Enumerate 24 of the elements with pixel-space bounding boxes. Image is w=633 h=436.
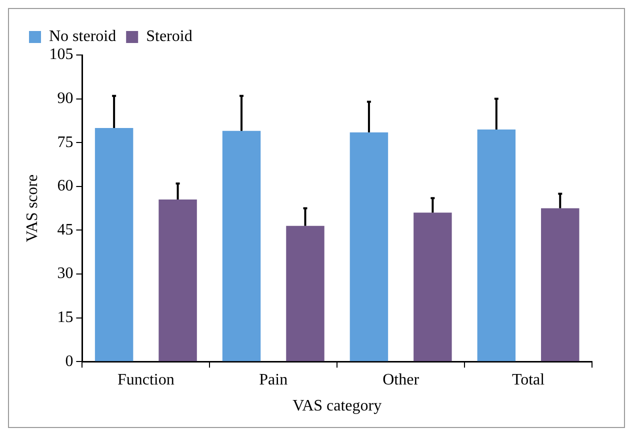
bar xyxy=(350,132,388,362)
bar xyxy=(541,208,580,362)
y-tick-label: 105 xyxy=(49,46,74,64)
y-tick-label: 30 xyxy=(57,265,74,282)
legend-label: Steroid xyxy=(146,28,192,46)
x-tick-label: Function xyxy=(117,371,174,388)
x-tick-label: Pain xyxy=(259,371,288,388)
bar xyxy=(222,130,261,362)
y-tick-label: 15 xyxy=(57,309,74,326)
bar xyxy=(158,200,197,362)
bar xyxy=(94,128,134,362)
x-tick-label: Total xyxy=(512,371,546,388)
x-tick-label: Other xyxy=(382,371,420,388)
y-tick-label: 60 xyxy=(57,178,74,195)
bar xyxy=(286,226,324,362)
bar xyxy=(414,212,452,362)
x-axis-title: VAS category xyxy=(292,398,382,415)
y-axis-title: VAS score xyxy=(24,174,41,242)
legend-label: No steroid xyxy=(49,28,116,46)
y-tick-label: 45 xyxy=(57,221,74,238)
y-tick-label: 0 xyxy=(65,352,74,370)
y-tick-label: 90 xyxy=(57,90,74,108)
bar xyxy=(477,129,516,362)
y-tick-label: 75 xyxy=(57,134,74,151)
